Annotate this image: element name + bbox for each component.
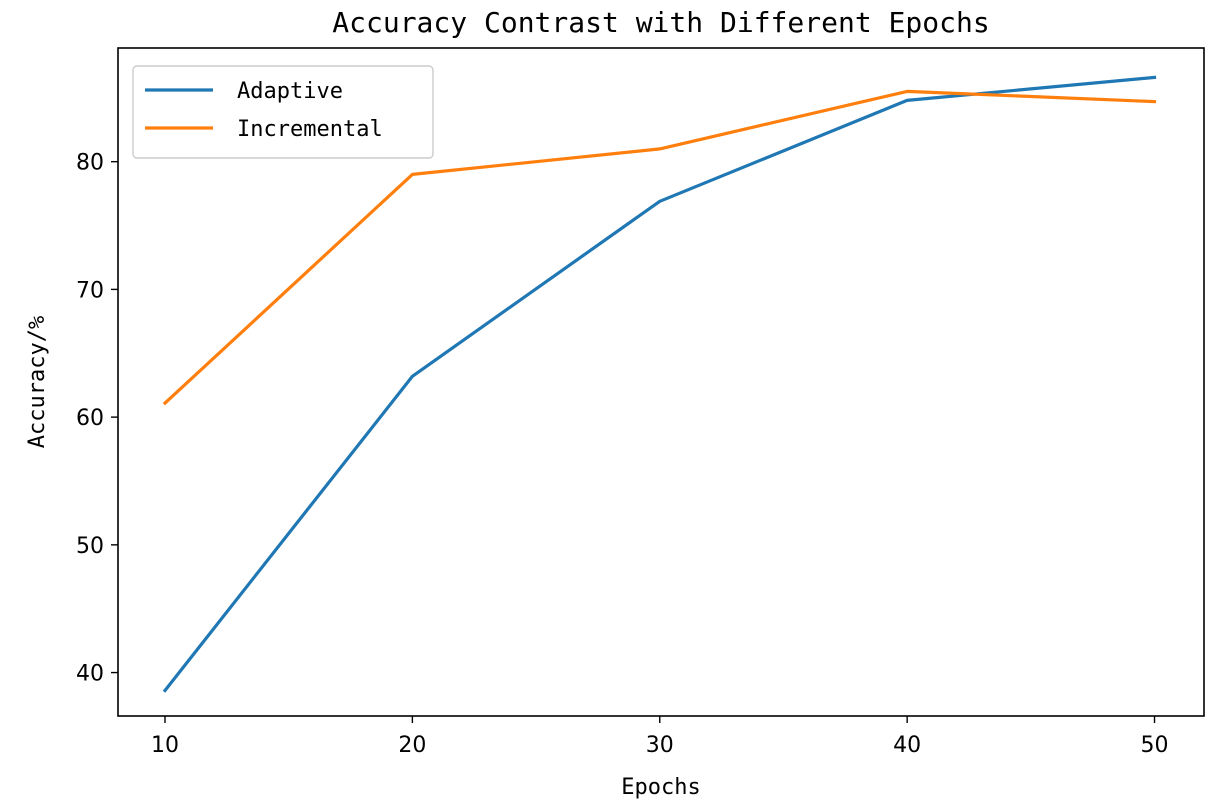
y-tick-label: 60 — [76, 406, 104, 431]
x-axis-ticks: 10 20 30 40 50 — [151, 716, 1169, 758]
legend: Adaptive Incremental — [132, 65, 434, 159]
legend-label-adaptive: Adaptive — [237, 79, 343, 104]
series-line-incremental — [162, 89, 1157, 406]
x-tick-label: 10 — [151, 733, 179, 758]
x-tick-label: 40 — [893, 733, 921, 758]
y-tick-label: 80 — [76, 151, 104, 176]
y-tick-label: 40 — [76, 662, 104, 687]
y-axis-ticks: 40 50 60 70 80 — [76, 151, 118, 687]
plot-frame — [117, 47, 1205, 717]
series-line-adaptive — [162, 75, 1157, 693]
legend-label-incremental: Incremental — [237, 117, 383, 142]
series-layer — [162, 75, 1157, 693]
chart-title: Accuracy Contrast with Different Epochs — [332, 6, 989, 39]
x-tick-label: 30 — [646, 733, 674, 758]
y-axis-label: Accuracy/% — [25, 316, 50, 448]
x-tick-label: 50 — [1141, 733, 1169, 758]
y-tick-label: 70 — [76, 278, 104, 303]
x-axis-label: Epochs — [621, 775, 700, 800]
y-tick-label: 50 — [76, 534, 104, 559]
x-tick-label: 20 — [398, 733, 426, 758]
